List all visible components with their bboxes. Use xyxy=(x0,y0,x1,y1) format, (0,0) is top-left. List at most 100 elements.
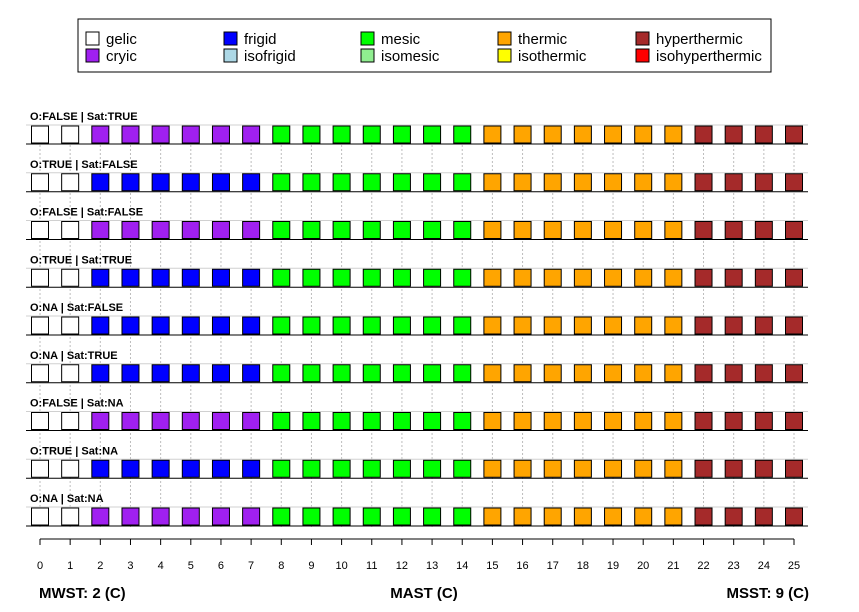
cell-thermic xyxy=(604,125,623,144)
cell-mesic xyxy=(362,507,381,526)
cell-thermic xyxy=(573,316,592,335)
cell-gelic xyxy=(61,125,80,144)
legend-swatch-isofrigid xyxy=(223,48,238,63)
cell-mesic xyxy=(423,173,442,192)
cell-frigid xyxy=(242,364,261,383)
cell-gelic xyxy=(61,507,80,526)
cell-frigid xyxy=(151,268,170,287)
panel-label: O:FALSE | Sat:FALSE xyxy=(30,207,143,219)
cell-thermic xyxy=(573,507,592,526)
cell-cryic xyxy=(242,221,261,239)
cell-mesic xyxy=(392,459,411,478)
cell-thermic xyxy=(664,268,683,287)
cell-thermic xyxy=(664,221,683,239)
legend-entry-thermic: thermic xyxy=(497,31,568,48)
cell-hyperthermic xyxy=(694,459,713,478)
x-tick-label-6: 6 xyxy=(218,560,224,572)
cell-hyperthermic xyxy=(754,507,773,526)
cell-thermic xyxy=(483,412,502,430)
legend-label-isohyperthermic: isohyperthermic xyxy=(656,48,762,65)
cell-mesic xyxy=(332,221,351,239)
cell-hyperthermic xyxy=(785,173,803,192)
cell-frigid xyxy=(211,268,230,287)
cell-thermic xyxy=(513,125,532,144)
x-tick-label-13: 13 xyxy=(426,560,438,572)
cell-mesic xyxy=(423,268,442,287)
legend-label-frigid: frigid xyxy=(244,31,277,48)
x-tick-label-4: 4 xyxy=(158,560,164,572)
cell-hyperthermic xyxy=(785,507,803,526)
cell-gelic xyxy=(61,173,80,192)
x-tick-label-8: 8 xyxy=(278,560,284,572)
cell-mesic xyxy=(332,412,351,430)
x-tick-label-1: 1 xyxy=(67,560,73,572)
cell-gelic xyxy=(61,412,80,430)
cell-hyperthermic xyxy=(724,221,743,239)
cell-gelic xyxy=(31,507,49,526)
cell-mesic xyxy=(423,316,442,335)
cell-hyperthermic xyxy=(694,221,713,239)
panel-label: O:TRUE | Sat:NA xyxy=(30,445,118,457)
cell-gelic xyxy=(31,412,49,430)
cell-hyperthermic xyxy=(754,173,773,192)
panel-label: O:TRUE | Sat:FALSE xyxy=(30,159,138,171)
cell-gelic xyxy=(31,364,49,383)
cell-frigid xyxy=(91,268,110,287)
cell-frigid xyxy=(91,364,110,383)
cell-mesic xyxy=(302,412,321,430)
panel-1: O:FALSE | Sat:TRUE xyxy=(26,111,808,145)
cell-frigid xyxy=(211,316,230,335)
cell-cryic xyxy=(211,221,230,239)
cell-thermic xyxy=(634,364,653,383)
cell-mesic xyxy=(453,507,472,526)
cell-mesic xyxy=(302,268,321,287)
cell-hyperthermic xyxy=(724,459,743,478)
cell-frigid xyxy=(242,268,261,287)
cell-mesic xyxy=(423,364,442,383)
cell-mesic xyxy=(362,316,381,335)
cell-frigid xyxy=(211,173,230,192)
cell-hyperthermic xyxy=(785,412,803,430)
cell-gelic xyxy=(61,459,80,478)
cell-thermic xyxy=(483,459,502,478)
panel-9: O:NA | Sat:NA xyxy=(26,493,808,527)
cell-mesic xyxy=(362,173,381,192)
cell-hyperthermic xyxy=(724,364,743,383)
cell-gelic xyxy=(61,364,80,383)
cell-gelic xyxy=(31,316,49,335)
cell-mesic xyxy=(362,412,381,430)
cell-thermic xyxy=(634,459,653,478)
cell-hyperthermic xyxy=(694,507,713,526)
cell-mesic xyxy=(272,412,291,430)
legend-label-hyperthermic: hyperthermic xyxy=(656,31,743,48)
cell-mesic xyxy=(272,459,291,478)
cell-thermic xyxy=(634,125,653,144)
panel-8: O:TRUE | Sat:NA xyxy=(26,445,808,479)
cell-cryic xyxy=(211,507,230,526)
cell-cryic xyxy=(121,412,140,430)
cell-mesic xyxy=(453,268,472,287)
cell-cryic xyxy=(121,221,140,239)
cell-mesic xyxy=(423,412,442,430)
cell-mesic xyxy=(392,268,411,287)
cell-mesic xyxy=(423,459,442,478)
legend-entry-gelic: gelic xyxy=(85,31,137,48)
cell-mesic xyxy=(272,268,291,287)
cell-gelic xyxy=(61,268,80,287)
panel-3: O:FALSE | Sat:FALSE xyxy=(26,207,808,240)
cell-thermic xyxy=(543,412,562,430)
cell-frigid xyxy=(91,173,110,192)
cell-thermic xyxy=(664,173,683,192)
legend-entry-mesic: mesic xyxy=(360,31,421,48)
legend-entry-isohyperthermic: isohyperthermic xyxy=(635,48,762,65)
cell-cryic xyxy=(151,507,170,526)
legend-swatch-isomesic xyxy=(360,48,375,63)
cell-gelic xyxy=(61,316,80,335)
cell-thermic xyxy=(604,459,623,478)
cell-thermic xyxy=(543,125,562,144)
cell-frigid xyxy=(121,364,140,383)
cell-cryic xyxy=(181,221,200,239)
cell-thermic xyxy=(513,364,532,383)
legend-label-cryic: cryic xyxy=(106,48,137,65)
legend: gelic frigid mesic thermic hyperthermic cryic… xyxy=(77,18,772,73)
